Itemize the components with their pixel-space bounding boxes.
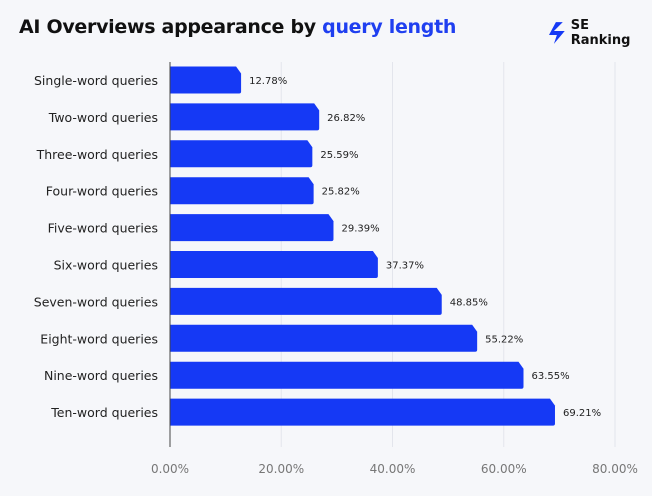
- category-label: Eight-word queries: [40, 331, 158, 346]
- category-label: Four-word queries: [46, 184, 158, 199]
- category-label: Three-word queries: [36, 147, 158, 162]
- category-label: Seven-word queries: [34, 294, 158, 309]
- category-label: Ten-word queries: [50, 405, 158, 420]
- category-label: Six-word queries: [54, 258, 158, 273]
- data-label: 12.78%: [249, 76, 287, 87]
- lightning-logo-icon: [548, 22, 565, 44]
- bar: [170, 103, 320, 131]
- bar: [170, 214, 334, 242]
- title-highlight: query length: [322, 16, 457, 38]
- bar: [170, 140, 313, 168]
- bar: [170, 324, 478, 352]
- data-label: 69.21%: [563, 408, 601, 419]
- category-label: Single-word queries: [34, 73, 158, 88]
- x-tick-label: 0.00%: [151, 462, 189, 476]
- data-label: 48.85%: [450, 297, 488, 308]
- data-label: 63.55%: [531, 371, 569, 382]
- data-label: 25.82%: [322, 187, 360, 198]
- logo-text: SE Ranking: [570, 18, 631, 48]
- bar: [170, 361, 524, 389]
- title-text: AI Overviews appearance by: [19, 16, 323, 38]
- data-label: 37.37%: [386, 261, 424, 272]
- bar: [170, 177, 314, 205]
- x-tick-label: 80.00%: [592, 462, 638, 476]
- chart-title: AI Overviews appearance by query length: [19, 16, 456, 38]
- se-ranking-logo: SE Ranking: [548, 18, 652, 48]
- data-label: 29.39%: [341, 224, 379, 235]
- x-tick-label: 60.00%: [481, 462, 527, 476]
- category-label: Nine-word queries: [44, 368, 158, 383]
- x-tick-label: 40.00%: [370, 462, 416, 476]
- x-tick-label: 20.00%: [258, 462, 304, 476]
- bar: [170, 251, 378, 278]
- bar: [170, 398, 555, 426]
- data-label: 25.59%: [320, 150, 358, 161]
- bar: [170, 66, 242, 94]
- category-label: Five-word queries: [48, 221, 158, 236]
- bar: [170, 287, 442, 315]
- data-label: 55.22%: [485, 334, 523, 345]
- data-label: 26.82%: [327, 113, 365, 124]
- category-label: Two-word queries: [48, 110, 158, 125]
